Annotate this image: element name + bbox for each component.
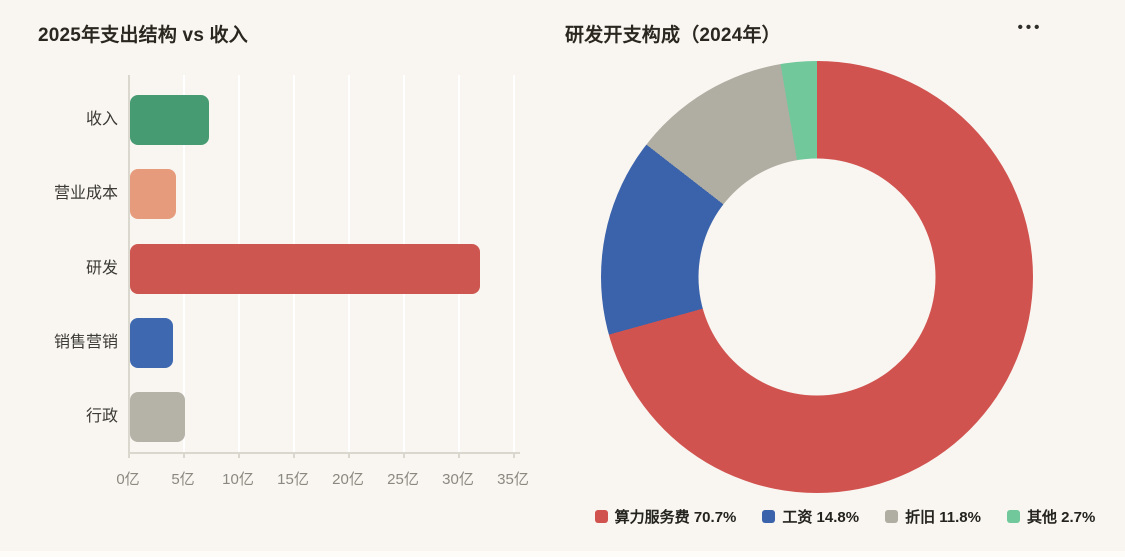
category-label: 营业成本 [53,185,118,203]
bar-plot [128,75,520,458]
x-axis-tick [238,452,240,458]
bar-2 [130,169,176,220]
donut-hole [698,158,936,396]
donut-legend: 算力服务费 70.7% 工资 14.8% 折旧 11.8% 其他 2.7% [565,504,1125,528]
legend-label: 折旧 11.8% [905,508,981,526]
x-axis-tick [183,452,185,458]
x-axis-tick [513,452,515,458]
legend-swatch [762,509,776,523]
x-tick-label: 10亿 [222,471,254,488]
legend-item-2[interactable]: 工资 14.8% [762,506,859,527]
legend-label: 其他 2.7% [1026,508,1096,526]
bar-chart-title: 2025年支出结构 vs 收入 [38,25,248,46]
x-tick-label: 35亿 [497,471,529,488]
donut-chart-title: 研发开支构成（2024年） [565,25,781,46]
more-options-icon[interactable]: ••• [1008,14,1052,40]
x-tick-label: 25亿 [387,471,419,488]
x-tick-label: 15亿 [277,471,309,488]
bar-5 [130,392,185,442]
legend-item-3[interactable]: 折旧 11.8% [885,506,981,527]
x-axis-tick [348,452,350,458]
x-tick-label: 0亿 [116,471,140,488]
legend-swatch [1006,509,1020,523]
category-label: 行政 [85,408,118,425]
legend-swatch [594,509,608,523]
legend-swatch [885,509,899,523]
x-tick-label: 20亿 [332,471,364,488]
legend-label: 工资 14.8% [782,508,860,526]
gridline [513,75,515,452]
x-tick-label: 30亿 [442,471,474,488]
x-axis-tick [403,452,405,458]
legend-label: 算力服务费 70.7% [614,508,737,526]
category-label: 销售营销 [53,333,118,351]
legend-item-1[interactable]: 算力服务费 70.7% [594,506,737,527]
x-tick-label: 5亿 [171,471,195,488]
category-label: 研发 [85,259,118,277]
legend-item-4[interactable]: 其他 2.7% [1006,506,1096,527]
category-label: 收入 [85,111,118,128]
x-axis-tick [293,452,295,458]
y-axis-line [128,75,130,452]
bar-3 [130,243,480,294]
bar-1 [130,95,209,145]
bar-4 [130,317,173,368]
x-axis-line [128,452,520,454]
donut-chart [601,61,1033,493]
x-axis-tick [128,452,130,458]
x-axis-tick [458,452,460,458]
bottom-strip [0,551,1125,557]
